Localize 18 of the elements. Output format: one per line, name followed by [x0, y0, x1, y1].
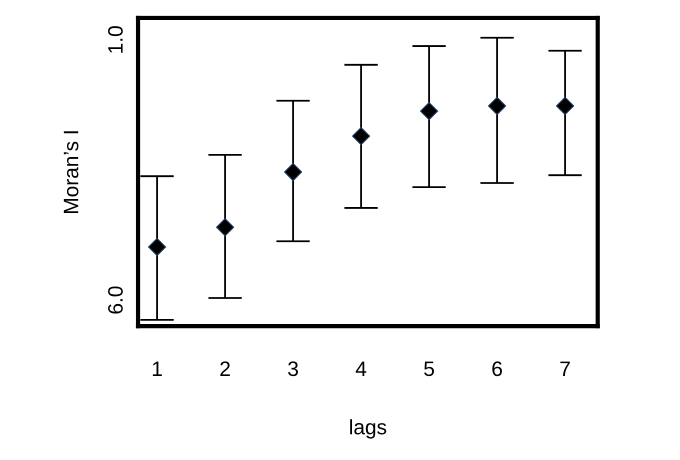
point [556, 96, 574, 115]
y-tick-label: 1.0 [108, 26, 123, 53]
x-tick-label: 5 [424, 362, 434, 376]
point [352, 127, 370, 146]
x-tick-label: 3 [288, 361, 298, 376]
point [420, 102, 438, 120]
point [284, 162, 302, 182]
point [148, 238, 166, 256]
x-tick-label: 4 [356, 362, 366, 376]
point [216, 218, 234, 236]
x-tick-label: 6 [492, 361, 502, 376]
point [488, 96, 506, 115]
y-tick-label: 6.0 [108, 286, 123, 314]
x-tick-label: 1 [152, 362, 162, 376]
x-tick-label: 2 [220, 361, 230, 376]
x-axis-title: lags [350, 419, 386, 439]
y-axis-title: Moran’s I [64, 131, 78, 213]
x-tick-label: 7 [560, 362, 570, 376]
